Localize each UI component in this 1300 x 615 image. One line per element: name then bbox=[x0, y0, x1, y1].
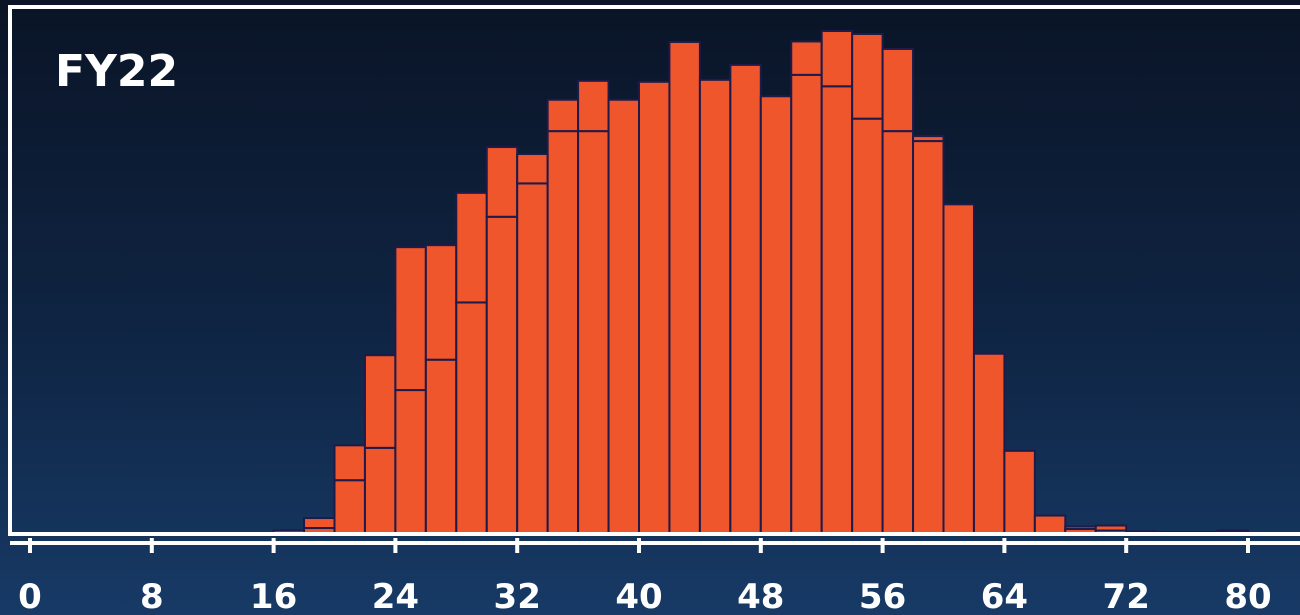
bar-22-series-1 bbox=[363, 446, 397, 535]
bar-36-series-2 bbox=[577, 79, 610, 133]
x-tick-label-0: 0 bbox=[18, 577, 42, 615]
bar-36-series-1 bbox=[577, 130, 610, 534]
x-tick-label-72: 72 bbox=[1103, 577, 1150, 615]
bar-24-series-1 bbox=[394, 389, 427, 534]
x-tick-label-24: 24 bbox=[372, 577, 419, 615]
bar-26-series-2 bbox=[424, 244, 458, 361]
bar-58-series-2 bbox=[912, 135, 945, 143]
bar-28-series-1 bbox=[455, 301, 488, 534]
bar-66-series-1 bbox=[1033, 514, 1067, 535]
bar-70-series-2 bbox=[1094, 524, 1128, 532]
x-tick-label-40: 40 bbox=[615, 577, 662, 615]
bar-78-series-2 bbox=[1216, 529, 1250, 534]
bar-62-series-1 bbox=[972, 352, 1006, 534]
bar-44-series-1 bbox=[698, 78, 732, 534]
bar-20-series-1 bbox=[333, 479, 366, 535]
bar-50-series-1 bbox=[790, 73, 823, 534]
bar-20-series-2 bbox=[333, 444, 366, 482]
bar-24-series-2 bbox=[394, 246, 427, 392]
x-axis-ticks: 0 8 16 24 32 40 48 56 64 72 80 bbox=[18, 538, 1272, 615]
bar-48-series-1 bbox=[759, 95, 793, 534]
bar-22-series-2 bbox=[363, 354, 397, 449]
bar-32-series-2 bbox=[516, 153, 549, 185]
bar-46-series-1 bbox=[729, 63, 762, 534]
bar-26-series-1 bbox=[424, 358, 458, 535]
bar-54-series-2 bbox=[851, 33, 884, 120]
bar-50-series-2 bbox=[790, 40, 823, 76]
x-tick-label-80: 80 bbox=[1224, 577, 1271, 615]
x-tick-label-8: 8 bbox=[140, 577, 164, 615]
x-tick-label-56: 56 bbox=[859, 577, 906, 615]
bar-40-series-1 bbox=[638, 80, 671, 534]
bar-60-series-1 bbox=[942, 203, 975, 534]
bar-56-series-1 bbox=[881, 130, 915, 534]
bar-58-series-1 bbox=[912, 140, 945, 534]
bar-54-series-1 bbox=[851, 117, 884, 534]
bar-30-series-1 bbox=[485, 215, 519, 535]
bar-34-series-1 bbox=[546, 130, 580, 534]
plot-frame bbox=[8, 5, 1300, 536]
bar-42-series-1 bbox=[668, 40, 701, 535]
bar-32-series-1 bbox=[516, 182, 549, 535]
x-tick-label-16: 16 bbox=[250, 577, 297, 615]
bar-38-series-1 bbox=[607, 98, 640, 535]
bar-52-series-2 bbox=[820, 30, 854, 88]
bar-56-series-2 bbox=[881, 47, 915, 133]
bar-68-series-2 bbox=[1064, 525, 1097, 531]
bar-52-series-1 bbox=[820, 85, 854, 534]
bars-group bbox=[272, 30, 1250, 535]
x-tick-label-64: 64 bbox=[981, 577, 1028, 615]
bar-18-series-2 bbox=[303, 517, 336, 530]
bar-30-series-2 bbox=[485, 146, 519, 218]
bar-28-series-2 bbox=[455, 191, 488, 304]
x-tick-label-48: 48 bbox=[737, 577, 784, 615]
bar-64-series-1 bbox=[1003, 449, 1036, 534]
bar-34-series-2 bbox=[546, 98, 580, 133]
x-tick-label-32: 32 bbox=[494, 577, 541, 615]
chart-title: FY22 bbox=[55, 46, 178, 97]
